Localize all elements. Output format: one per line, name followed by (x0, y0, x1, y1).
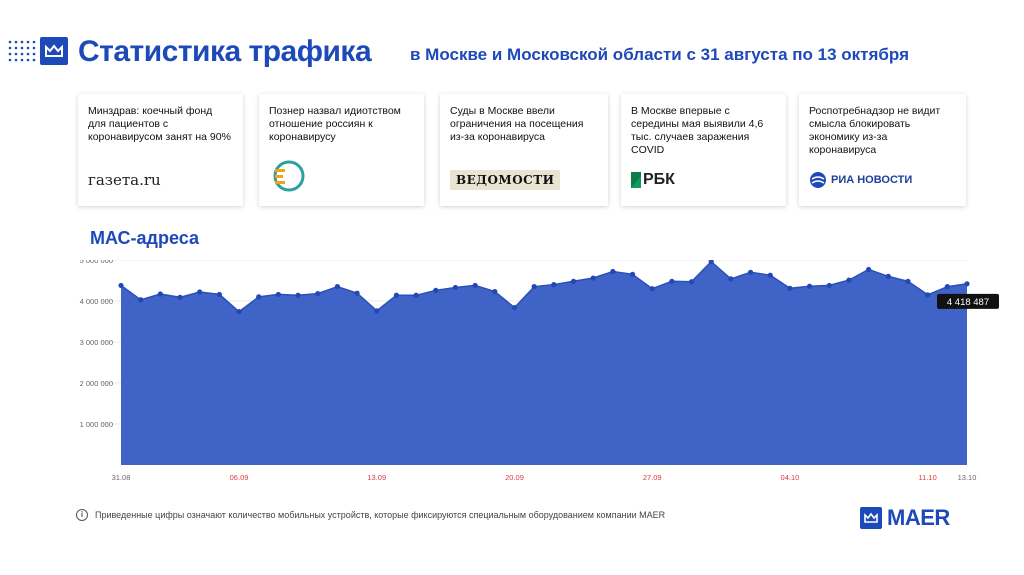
data-point (197, 289, 203, 295)
data-point (472, 282, 478, 289)
rbc-flag-icon (631, 172, 641, 188)
data-point (413, 292, 419, 298)
news-card[interactable]: Познер назвал идиотством отношение росси… (259, 94, 424, 206)
news-card[interactable]: Минздрав: коечный фонд для пациентов с к… (78, 94, 243, 206)
maer-brand-text: MAER (887, 505, 950, 530)
data-point (964, 281, 970, 287)
area-chart: 1 000 000 2 000 000 3 000 000 4 000 000 5 00… (80, 260, 999, 482)
news-card-text: В Москве впервые с середины мая выявили … (631, 105, 764, 156)
data-point (747, 269, 754, 275)
maer-brand: MAER (860, 505, 950, 531)
vedomosti-logo: ВЕДОМОСТИ (450, 168, 561, 192)
rbc-logo: РБК (631, 168, 675, 192)
data-point (452, 284, 459, 291)
data-point (570, 278, 577, 284)
news-card-text: Минздрав: коечный фонд для пациентов с к… (88, 105, 231, 143)
data-point (256, 294, 262, 300)
y-tick-label: 1 000 000 (80, 420, 113, 429)
data-point (374, 308, 380, 314)
x-tick-label: 04.10 (781, 473, 800, 482)
data-point (216, 291, 222, 298)
news-source-label: газета.ru (88, 171, 161, 189)
news-card[interactable]: Суды в Москве ввели ограничения на посещ… (440, 94, 608, 206)
data-point (295, 292, 301, 298)
news-source-label: РБК (643, 171, 675, 188)
last-value-label: 4 418 487 (947, 297, 989, 308)
x-tick-label: 11.10 (919, 473, 937, 482)
y-tick-label: 2 000 000 (80, 379, 113, 388)
x-tick-label: 27.09 (643, 473, 662, 482)
maer-logo-icon (40, 37, 68, 65)
er-logo: ER (269, 160, 309, 192)
data-point (315, 291, 321, 297)
data-point (866, 266, 872, 273)
data-point (354, 290, 360, 296)
data-point (610, 268, 616, 275)
dots-decoration (8, 40, 36, 62)
data-point (885, 273, 891, 279)
page-subtitle: в Москве и Московской области с 31 авгус… (410, 45, 909, 64)
page-title: Статистика трафика (78, 35, 372, 68)
news-cards: Минздрав: коечный фонд для пациентов с к… (78, 94, 968, 206)
news-card[interactable]: В Москве впервые с середины мая выявили … (621, 94, 786, 206)
data-point (492, 288, 498, 295)
news-source-label: РИА НОВОСТИ (831, 174, 913, 186)
area-fill (121, 261, 967, 465)
news-source-label: ВЕДОМОСТИ (450, 170, 561, 190)
data-point (433, 287, 439, 293)
data-point (649, 286, 655, 292)
news-card-text: Роспотребнадзор не видит смысла блокиров… (809, 105, 941, 156)
x-tick-label: 13.09 (367, 473, 386, 482)
data-point (629, 271, 636, 277)
data-point (531, 284, 537, 290)
data-point (157, 291, 163, 297)
data-point (118, 282, 124, 289)
x-tick-label: 20.09 (505, 473, 524, 482)
info-icon: i (76, 509, 88, 521)
data-point (826, 282, 832, 289)
data-point (551, 282, 557, 288)
data-point (846, 277, 852, 283)
ria-globe-icon (810, 172, 826, 188)
data-point (708, 260, 714, 265)
data-point (590, 275, 596, 281)
last-value-badge (937, 293, 999, 309)
data-point (138, 297, 144, 303)
news-card-text: Суды в Москве ввели ограничения на посещ… (450, 105, 584, 143)
news-card-text: Познер назвал идиотством отношение росси… (269, 105, 401, 143)
footer-note-text: Приведенные цифры означают количество мо… (95, 510, 666, 520)
x-tick-label: 13.10 (958, 473, 977, 482)
x-tick-label: 06.09 (230, 473, 249, 482)
gazeta-logo: газета.ru (88, 168, 161, 192)
data-point (511, 304, 518, 311)
y-tick-label: 3 000 000 (80, 338, 113, 347)
data-point (275, 291, 281, 298)
ria-logo: РИА НОВОСТИ (809, 168, 912, 192)
data-point (925, 292, 931, 298)
x-tick-label: 31.08 (112, 473, 131, 482)
data-point (787, 285, 793, 291)
y-tick-label: 4 000 000 (80, 297, 113, 306)
data-point (905, 278, 911, 284)
data-point (807, 283, 813, 289)
chart-title: МАС-адреса (90, 228, 199, 248)
data-point (688, 279, 695, 285)
data-point (177, 294, 183, 300)
series-line (120, 260, 968, 313)
news-card[interactable]: Роспотребнадзор не видит смысла блокиров… (799, 94, 966, 206)
data-point (728, 276, 734, 282)
data-point (944, 284, 950, 290)
er-logo-icon (273, 160, 305, 192)
data-point (767, 272, 773, 278)
data-point (669, 278, 675, 284)
data-point (236, 309, 242, 315)
footer-note: i Приведенные цифры означают количество … (76, 509, 665, 521)
maer-brand-icon (860, 507, 882, 529)
y-tick-label: 5 000 000 (80, 260, 113, 265)
data-point (393, 292, 400, 298)
data-point (334, 284, 341, 290)
